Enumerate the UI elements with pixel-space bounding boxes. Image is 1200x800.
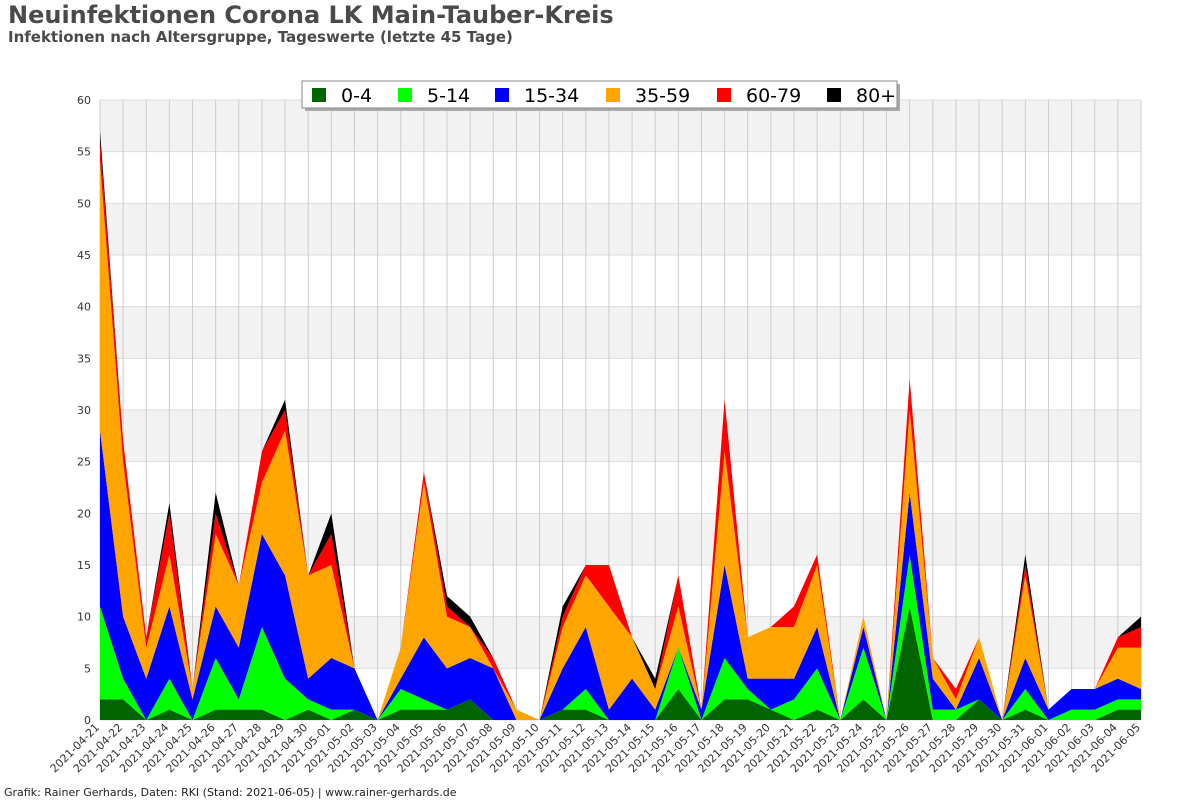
y-tick-label: 50 [77, 197, 91, 210]
y-tick-label: 40 [77, 301, 91, 314]
grid-band [100, 203, 1141, 255]
chart-title: Neuinfektionen Corona LK Main-Tauber-Kre… [8, 1, 614, 29]
y-tick-label: 30 [77, 404, 91, 417]
y-tick-label: 20 [77, 507, 91, 520]
y-tick-label: 55 [77, 146, 91, 159]
area-series [100, 131, 1141, 720]
legend-swatch-35-59 [606, 88, 620, 102]
grid-band [100, 410, 1141, 462]
area-series-5-14 [100, 554, 1141, 720]
legend-swatch-60-79 [717, 88, 731, 102]
legend-label-60-79: 60-79 [746, 85, 801, 107]
y-tick-label: 35 [77, 352, 91, 365]
y-tick-label: 10 [77, 611, 91, 624]
y-tick-label: 5 [84, 662, 91, 675]
y-tick-label: 15 [77, 559, 91, 572]
legend-label-5-14: 5-14 [427, 85, 470, 107]
area-series-35-59 [100, 162, 1141, 720]
legend-swatch-5-14 [398, 88, 412, 102]
y-tick-label: 0 [84, 714, 91, 727]
chart-subtitle: Infektionen nach Altersgruppe, Tageswert… [8, 28, 513, 46]
legend-label-80+: 80+ [856, 85, 896, 107]
y-tick-label: 60 [77, 94, 91, 107]
legend-label-35-59: 35-59 [635, 85, 690, 107]
legend-label-0-4: 0-4 [341, 85, 372, 107]
legend-swatch-80+ [827, 88, 841, 102]
area-series-60-79 [100, 141, 1141, 720]
legend-label-15-34: 15-34 [524, 85, 579, 107]
legend-swatch-0-4 [312, 88, 326, 102]
y-axis-ticks: 0 5 10 15 20 25 30 35 40 45 50 55 60 [77, 94, 91, 727]
legend-box [301, 80, 898, 109]
x-axis-ticks: 2021-04-212021-04-222021-04-232021-04-24… [48, 721, 1143, 775]
y-tick-label: 25 [77, 456, 91, 469]
grid-band [100, 306, 1141, 359]
y-tick-label: 45 [77, 249, 91, 262]
source-footer: Grafik: Rainer Gerhards, Daten: RKI (Sta… [4, 786, 457, 799]
legend: 0-4 5-14 15-34 35-59 60-79 80+ [301, 80, 900, 111]
area-series-15-34 [100, 430, 1141, 720]
legend-swatch-15-34 [495, 88, 509, 102]
